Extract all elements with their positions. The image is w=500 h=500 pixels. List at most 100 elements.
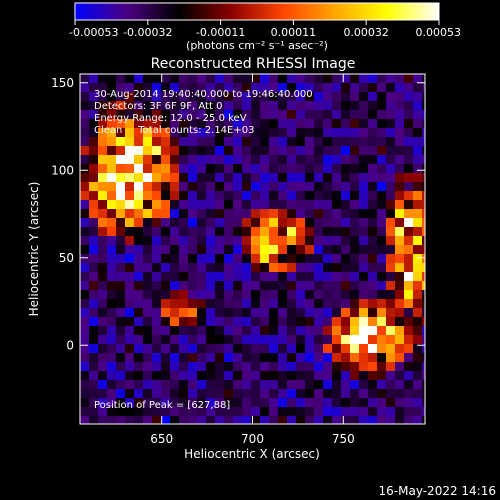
heatmap-cell xyxy=(332,245,342,255)
heatmap-cell xyxy=(206,119,216,129)
heatmap-cell xyxy=(98,173,108,183)
heatmap-cell xyxy=(341,254,351,264)
heatmap-cell xyxy=(152,272,162,282)
heatmap-cell xyxy=(116,236,126,246)
heatmap-cell xyxy=(80,74,90,84)
heatmap-cell xyxy=(278,128,288,138)
heatmap-cell xyxy=(314,308,324,318)
heatmap-cell xyxy=(170,83,180,93)
heatmap-cell xyxy=(296,344,306,354)
heatmap-cell xyxy=(242,254,252,264)
heatmap-cell xyxy=(269,290,279,300)
heatmap-cell xyxy=(188,209,198,219)
heatmap-cell xyxy=(170,101,180,111)
heatmap-cell xyxy=(260,191,270,201)
heatmap-cell xyxy=(80,146,90,156)
heatmap-cell xyxy=(287,164,297,174)
heatmap-cell xyxy=(305,263,315,273)
heatmap-cell xyxy=(260,290,270,300)
heatmap-cell xyxy=(233,407,243,417)
heatmap-cell xyxy=(134,371,144,381)
heatmap-cell xyxy=(161,110,171,120)
heatmap-cell xyxy=(143,128,153,138)
heatmap-cell xyxy=(89,308,99,318)
heatmap-cell xyxy=(296,371,306,381)
heatmap-cell xyxy=(143,119,153,129)
heatmap-cell xyxy=(125,254,135,264)
heatmap-cell xyxy=(296,83,306,93)
heatmap-cell xyxy=(251,110,261,120)
heatmap-cell xyxy=(377,362,387,372)
heatmap-cell xyxy=(98,83,108,93)
heatmap-cell xyxy=(332,173,342,183)
colorbar-ticks: -0.00053 -0.00032 -0.00011 0.00011 0.00032 0.… xyxy=(69,20,461,39)
heatmap-cell xyxy=(269,74,279,84)
heatmap-cell xyxy=(287,146,297,156)
heatmap-cell xyxy=(98,92,108,102)
heatmap-cell xyxy=(89,119,99,129)
heatmap-cell xyxy=(359,218,369,228)
heatmap-cell xyxy=(386,218,396,228)
heatmap-cell xyxy=(260,245,270,255)
heatmap-cell xyxy=(242,326,252,336)
heatmap-cell xyxy=(233,281,243,291)
heatmap-cell xyxy=(188,101,198,111)
heatmap-cell xyxy=(323,362,333,372)
heatmap-cell xyxy=(404,92,414,102)
heatmap-cell xyxy=(134,308,144,318)
heatmap-cell xyxy=(269,83,279,93)
heatmap-cell xyxy=(107,119,117,129)
heatmap-cell xyxy=(260,407,270,417)
heatmap-cell xyxy=(215,209,225,219)
heatmap-cell xyxy=(215,236,225,246)
heatmap-cell xyxy=(143,353,153,363)
heatmap-cell xyxy=(89,380,99,390)
heatmap-cell xyxy=(323,101,333,111)
heatmap-cell xyxy=(152,416,162,424)
heatmap-cell xyxy=(161,74,171,84)
heatmap-cell xyxy=(350,74,360,84)
heatmap-cell xyxy=(152,344,162,354)
heatmap-cell xyxy=(242,263,252,273)
heatmap-cell xyxy=(314,92,324,102)
heatmap-cell xyxy=(368,398,378,408)
heatmap-cell xyxy=(386,83,396,93)
heatmap-cell xyxy=(197,335,207,345)
heatmap-cell xyxy=(395,101,405,111)
heatmap-cell xyxy=(404,245,414,255)
heatmap-cell xyxy=(134,254,144,264)
heatmap-cell xyxy=(98,119,108,129)
heatmap-cell xyxy=(197,83,207,93)
heatmap-cell xyxy=(296,74,306,84)
heatmap-cell xyxy=(224,173,234,183)
heatmap-cell xyxy=(206,164,216,174)
heatmap-cell xyxy=(170,92,180,102)
heatmap-cell xyxy=(377,407,387,417)
heatmap-cell xyxy=(341,101,351,111)
heatmap-cell xyxy=(278,164,288,174)
heatmap-cell xyxy=(170,407,180,417)
heatmap-cell xyxy=(98,362,108,372)
heatmap-cell xyxy=(332,353,342,363)
heatmap-cell xyxy=(260,389,270,399)
heatmap-cell xyxy=(206,272,216,282)
heatmap-cell xyxy=(359,119,369,129)
heatmap-cell xyxy=(404,308,414,318)
heatmap-cell xyxy=(233,416,243,424)
heatmap-cell xyxy=(206,200,216,210)
heatmap-cell xyxy=(242,245,252,255)
heatmap-cell xyxy=(260,326,270,336)
heatmap-cell xyxy=(134,245,144,255)
heatmap-cell xyxy=(197,74,207,84)
heatmap-cell xyxy=(143,317,153,327)
heatmap-cell xyxy=(107,200,117,210)
heatmap-cell xyxy=(188,308,198,318)
heatmap-cell xyxy=(89,245,99,255)
heatmap-cell xyxy=(278,182,288,192)
heatmap-cell xyxy=(107,182,117,192)
heatmap-cell xyxy=(368,272,378,282)
heatmap-cell xyxy=(251,191,261,201)
heatmap-cell xyxy=(197,407,207,417)
heatmap-cell xyxy=(413,200,423,210)
heatmap-cell xyxy=(341,164,351,174)
